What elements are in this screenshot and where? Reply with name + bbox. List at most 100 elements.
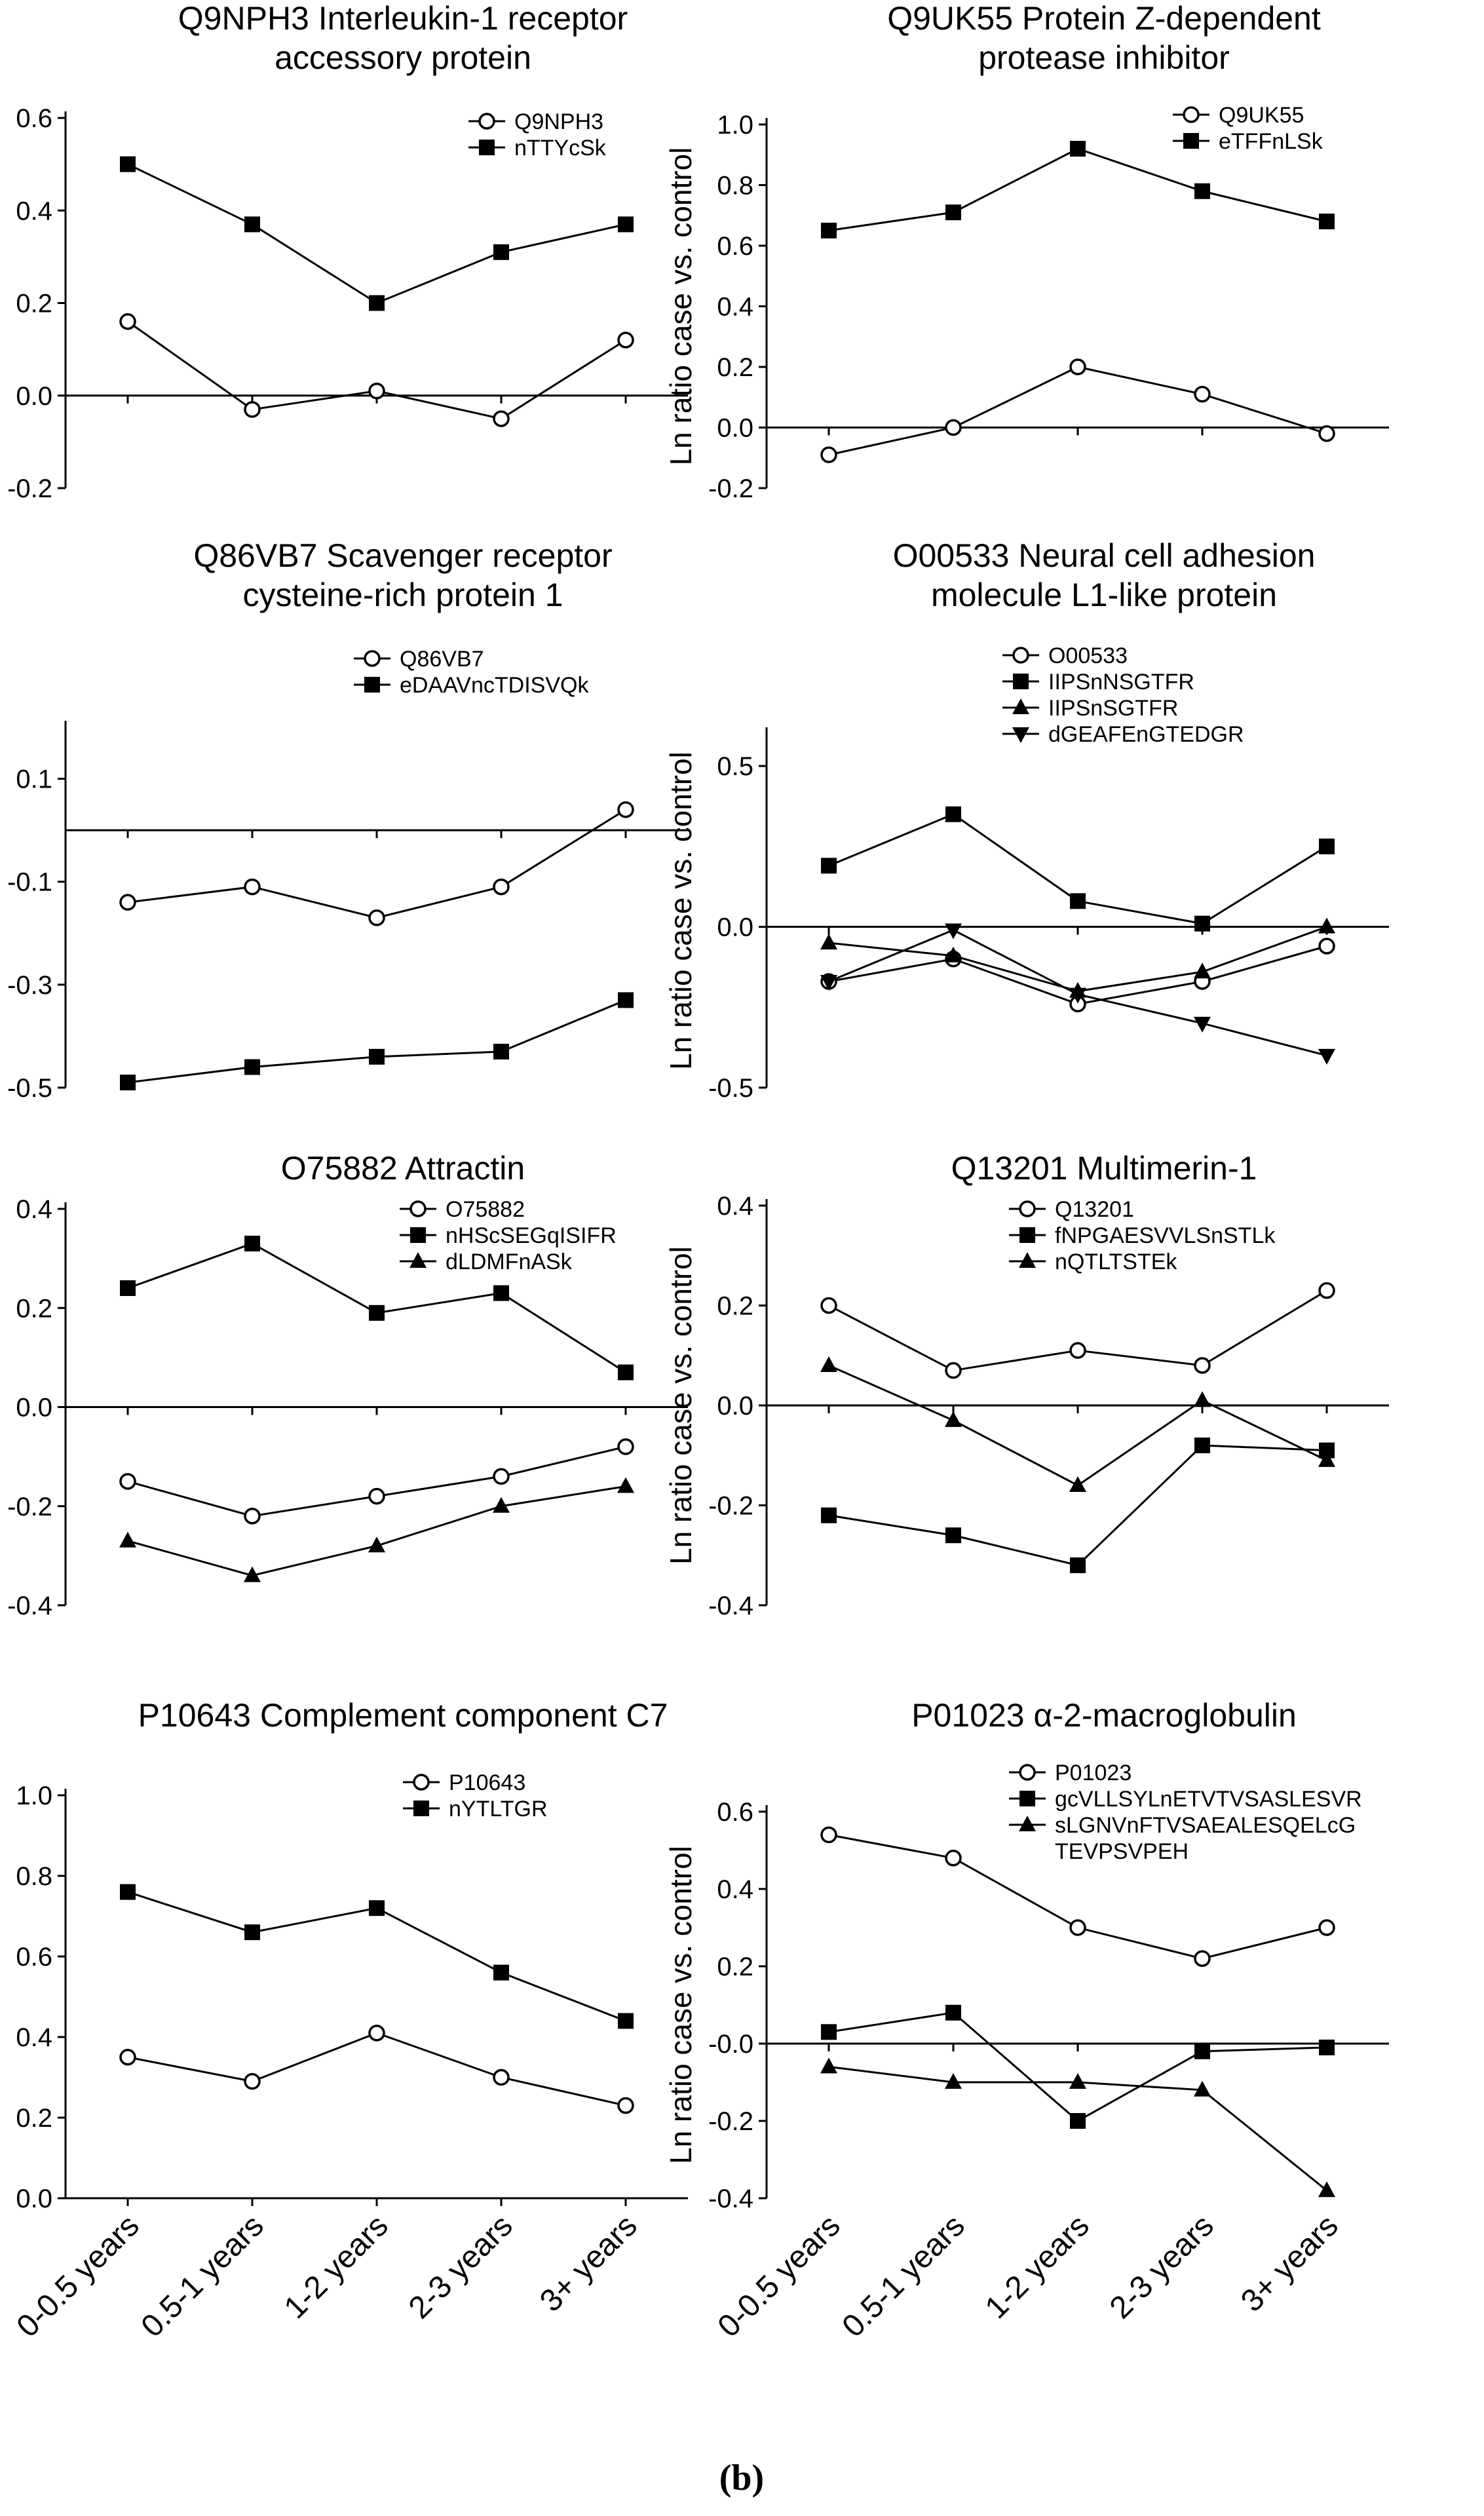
legend-label: IIPSnSGTFR: [1048, 696, 1178, 721]
legend-marker-open-circle: [478, 113, 495, 130]
data-point-square: [821, 2024, 837, 2040]
y-tick-label: 0.1: [16, 765, 52, 794]
data-point-triangle-down: [820, 975, 837, 991]
legend-marker-square: [479, 140, 495, 155]
data-point-square: [1194, 2043, 1210, 2059]
legend-marker-triangle-down: [1012, 727, 1029, 743]
x-category-label: 0-0.5 years: [10, 2208, 146, 2344]
data-point-triangle: [820, 2057, 837, 2074]
legend-marker-open-circle: [1019, 1200, 1036, 1217]
chart-title-line: protease inhibitor: [978, 39, 1230, 76]
data-point-open-circle: [493, 410, 510, 427]
y-tick-label: -0.4: [708, 2184, 753, 2213]
legend-label: Q86VB7: [400, 647, 484, 672]
data-point-triangle-down: [945, 923, 962, 940]
data-point-open-circle: [368, 1487, 385, 1505]
chart-title-line: molecule L1-like protein: [931, 577, 1277, 613]
chart-panel-6: Q13201 Multimerin-1 -0.4 -0.2 0.0 0.2 0.4 Ln r…: [664, 1150, 1389, 1620]
legend-label: sLGNVnFTVSAEALESQELcG: [1055, 1813, 1356, 1838]
y-tick-label: 0.8: [717, 172, 753, 200]
data-point-triangle: [1194, 1391, 1211, 1407]
data-point-open-circle: [820, 1826, 837, 1844]
y-tick-label: 0.0: [16, 2184, 52, 2213]
legend-label: gcVLLSYLnETVTVSASLESVR: [1055, 1787, 1362, 1812]
data-point-triangle: [1194, 2080, 1211, 2097]
y-tick-label: -0.2: [708, 2107, 753, 2136]
data-point-triangle: [493, 1496, 510, 1513]
y-tick-label: 0.4: [16, 2023, 52, 2052]
y-tick-label: -0.2: [708, 1492, 753, 1521]
x-category-label: 2-3 years: [402, 2208, 520, 2325]
data-point-open-circle: [244, 2072, 261, 2090]
data-point-open-circle: [1194, 1357, 1211, 1374]
data-point-open-circle: [617, 1438, 634, 1455]
chart-panel-5: O75882 Attractin-0.4-0.20.00.20.4Ln rati…: [7, 1150, 688, 1620]
data-point-open-circle: [368, 909, 385, 926]
data-point-open-circle: [493, 2068, 510, 2086]
data-point-open-circle: [1194, 1950, 1211, 1967]
data-point-square: [945, 2004, 961, 2021]
y-tick-label: -0.2: [7, 1493, 52, 1521]
data-point-square: [493, 1285, 509, 1301]
y-tick-label: 0.4: [16, 197, 52, 225]
series-line-open-circle: [127, 809, 626, 919]
y-tick-label: 0.4: [16, 1195, 52, 1224]
legend-marker-triangle: [1019, 1252, 1036, 1268]
data-point-square: [369, 1900, 385, 1916]
data-point-open-circle: [244, 1508, 261, 1525]
legend-marker-square: [410, 1227, 426, 1243]
data-point-square: [945, 1527, 961, 1544]
data-point-square: [369, 295, 385, 311]
legend-label: TEVPSVPEH: [1055, 1839, 1189, 1864]
series-line-open-circle: [127, 320, 626, 420]
data-point-square: [493, 244, 509, 260]
y-tick-label: -0.1: [7, 868, 52, 897]
data-point-triangle: [1318, 917, 1335, 934]
y-tick-label: 0.0: [717, 414, 753, 443]
legend-label: nQTLTSTEk: [1055, 1249, 1177, 1274]
chart-title-line: Q9UK55 Protein Z-dependent: [887, 0, 1321, 37]
data-point-triangle: [244, 1566, 261, 1582]
y-tick-label: 0.4: [717, 293, 753, 322]
y-tick-label: 0.4: [717, 1875, 753, 1904]
y-tick-label: 0.0: [717, 1392, 753, 1420]
legend-label: eTFFnLSk: [1219, 129, 1323, 154]
y-tick-label: 0.2: [16, 290, 52, 318]
data-point-square: [244, 1235, 260, 1251]
data-point-square: [821, 1507, 837, 1523]
x-category-label: 3+ years: [533, 2208, 644, 2319]
series-line-open-circle: [828, 366, 1327, 456]
y-tick-label: -0.3: [7, 971, 52, 1000]
legend-label: Q9UK55: [1219, 103, 1304, 128]
legend-label: nYTLTGR: [449, 1797, 548, 1821]
legend-marker-open-circle: [1019, 1764, 1036, 1781]
data-point-open-circle: [1318, 425, 1335, 442]
legend-label: IIPSnNSGTFR: [1048, 670, 1194, 695]
data-point-open-circle: [1318, 1282, 1335, 1299]
data-point-triangle: [945, 1411, 962, 1427]
chart-panel-8: P01023 α-2-macroglobulin -0.4 -0.2 -0.0 0.2 0…: [664, 1697, 1389, 2344]
x-category-label: 2-3 years: [1103, 2208, 1221, 2325]
y-axis-label: Ln ratio case vs. control: [664, 752, 698, 1070]
series-line-triangle: [828, 926, 1327, 993]
data-point-triangle-down: [1069, 987, 1086, 1004]
y-tick-label: 0.6: [717, 1798, 753, 1827]
series-line-triangle: [828, 1364, 1327, 1487]
series-line-square: [127, 999, 626, 1084]
data-point-square: [1319, 2039, 1335, 2055]
series-line-open-circle: [127, 2032, 626, 2107]
data-point-open-circle: [820, 446, 837, 463]
data-point-triangle: [119, 1531, 136, 1548]
data-point-square: [1070, 141, 1086, 157]
legend-marker-square: [364, 677, 380, 693]
x-category-label: 1-2 years: [979, 2208, 1096, 2325]
legend-label: dLDMFnASk: [446, 1249, 573, 1274]
series-line-square: [127, 163, 626, 305]
legend-marker-square: [413, 1801, 429, 1816]
x-category-label: 3+ years: [1234, 2208, 1345, 2319]
y-tick-label: 0.0: [717, 913, 753, 942]
data-point-open-circle: [493, 1468, 510, 1485]
x-category-label: 0.5-1 years: [135, 2208, 271, 2344]
